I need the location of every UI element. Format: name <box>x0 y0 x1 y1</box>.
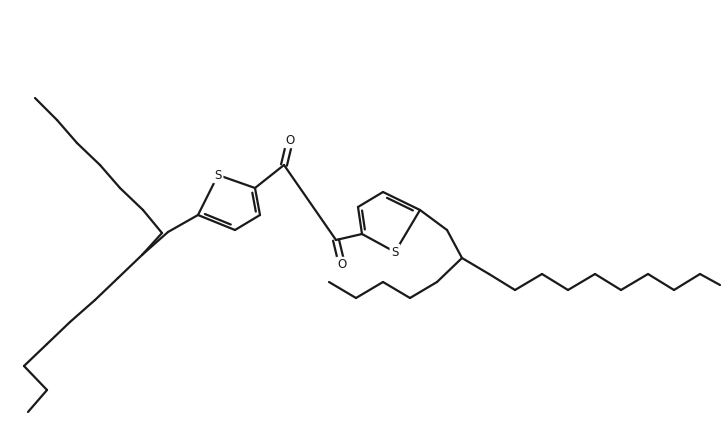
Text: O: O <box>285 134 295 146</box>
Text: S: S <box>214 169 222 181</box>
Text: O: O <box>337 259 347 271</box>
Text: S: S <box>391 246 399 259</box>
